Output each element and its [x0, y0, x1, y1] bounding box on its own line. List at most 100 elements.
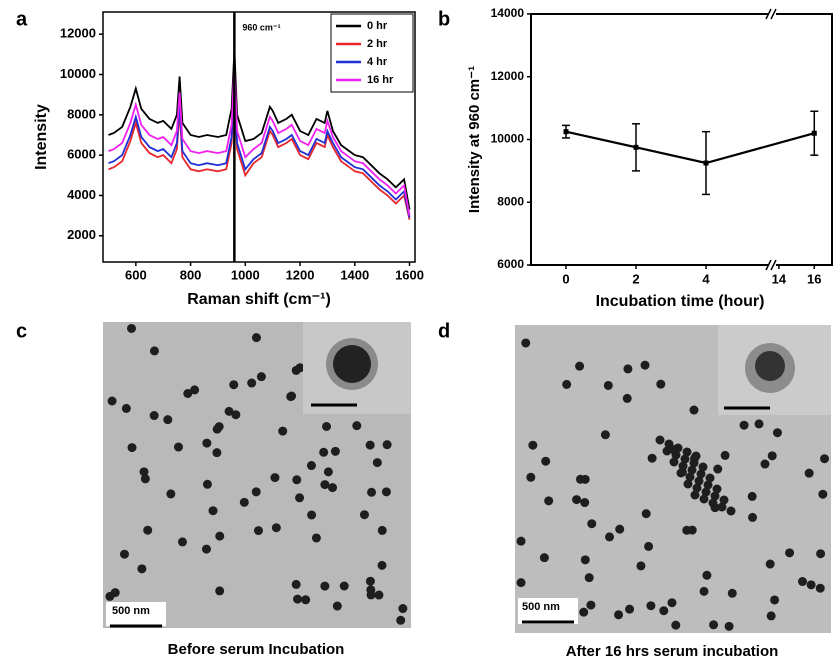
- particle: [256, 372, 266, 382]
- panel-label: d: [438, 320, 450, 342]
- legend-label: 2 hr: [367, 38, 388, 50]
- x-tick-label: 600: [125, 267, 147, 282]
- particle: [712, 484, 722, 494]
- particle: [671, 450, 681, 460]
- particle: [365, 440, 375, 450]
- particle: [528, 440, 538, 450]
- particle: [372, 458, 382, 468]
- axis-break-gap: [768, 262, 776, 268]
- series-line: [108, 66, 411, 216]
- particle: [705, 473, 715, 483]
- particle: [671, 620, 681, 630]
- particle: [149, 346, 159, 356]
- particle: [727, 588, 737, 598]
- scale-label: 500 nm: [112, 605, 150, 617]
- y-tick-label: 12000: [491, 69, 525, 83]
- particle: [322, 421, 332, 431]
- particle: [615, 524, 625, 534]
- x-tick-label: 14: [772, 271, 787, 286]
- particle: [127, 323, 137, 333]
- particle: [600, 430, 610, 440]
- particle: [137, 564, 147, 574]
- particle: [251, 487, 261, 497]
- scale-box: [518, 598, 578, 624]
- particle: [121, 403, 131, 413]
- particle: [190, 385, 200, 395]
- y-tick-label: 8000: [67, 106, 96, 121]
- particle: [231, 410, 241, 420]
- y-axis-label: Intensity at 960 cm⁻¹: [466, 66, 483, 213]
- particle: [748, 512, 758, 522]
- axis-break: [770, 8, 777, 20]
- x-axis-label: Raman shift (cm⁻¹): [187, 291, 331, 308]
- particle: [139, 467, 149, 477]
- data-point: [703, 160, 709, 166]
- y-tick-label: 6000: [67, 147, 96, 162]
- particle: [647, 453, 657, 463]
- particle: [603, 380, 613, 390]
- particle: [328, 483, 338, 493]
- particles: [516, 338, 830, 631]
- particle: [239, 497, 249, 507]
- scale-box: [106, 602, 166, 626]
- particle: [562, 379, 572, 389]
- axis-break: [765, 8, 772, 20]
- particle: [580, 498, 590, 508]
- axis-break-gap: [768, 11, 776, 17]
- particle: [377, 525, 387, 535]
- particle: [229, 380, 239, 390]
- particle: [580, 474, 590, 484]
- particle: [770, 595, 780, 605]
- particle: [140, 474, 150, 484]
- inset-core: [333, 345, 371, 383]
- particle: [247, 378, 257, 388]
- plot-frame: [102, 11, 416, 263]
- particle: [374, 590, 384, 600]
- particle: [127, 443, 137, 453]
- x-tick-label: 2: [632, 271, 639, 286]
- particle: [202, 479, 212, 489]
- particle: [702, 570, 712, 580]
- particle: [701, 487, 711, 497]
- particle: [208, 506, 218, 516]
- data-point: [811, 130, 817, 136]
- y-axis-label: Intensity: [33, 104, 50, 170]
- particle: [605, 532, 615, 542]
- particle: [797, 577, 807, 587]
- particle: [724, 621, 734, 631]
- particle: [173, 442, 183, 452]
- particle: [785, 548, 795, 558]
- particle: [166, 489, 176, 499]
- particle: [641, 509, 651, 519]
- particle: [251, 333, 261, 343]
- particle: [818, 489, 828, 499]
- particle: [698, 462, 708, 472]
- particle: [720, 450, 730, 460]
- particle: [699, 494, 709, 504]
- particle: [301, 595, 311, 605]
- particle: [687, 525, 697, 535]
- particle: [143, 525, 153, 535]
- panel-label: c: [16, 320, 27, 342]
- particle: [307, 510, 317, 520]
- particle: [215, 531, 225, 541]
- particle: [747, 491, 757, 501]
- particle: [644, 541, 654, 551]
- particle: [572, 495, 582, 505]
- particle: [710, 491, 720, 501]
- particle: [163, 415, 173, 425]
- axis-break: [765, 259, 772, 271]
- particle: [398, 604, 408, 614]
- particle: [320, 480, 330, 490]
- particle: [359, 510, 369, 520]
- particle: [107, 396, 117, 406]
- particle: [366, 590, 376, 600]
- particles: [105, 323, 408, 625]
- particle: [330, 446, 340, 456]
- particle: [669, 457, 679, 467]
- y-tick-label: 14000: [491, 6, 525, 20]
- x-tick-label: 800: [180, 267, 202, 282]
- particle: [291, 579, 301, 589]
- particle: [687, 465, 697, 475]
- particle: [202, 438, 212, 448]
